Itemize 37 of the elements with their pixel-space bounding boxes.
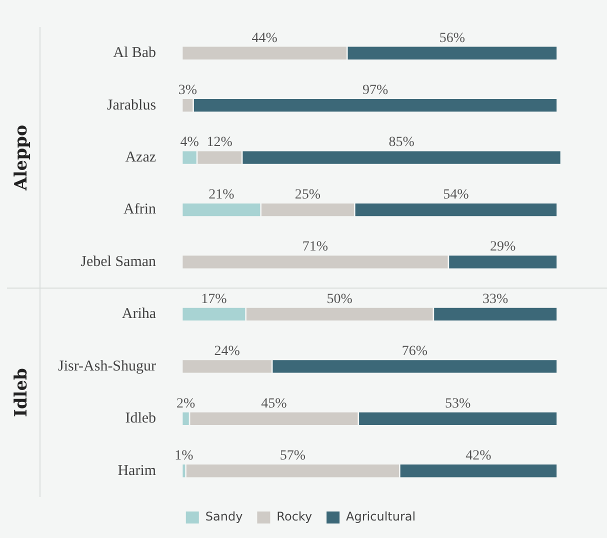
data-label: 24%: [214, 344, 240, 360]
data-label: 71%: [302, 240, 328, 255]
legend-label: Rocky: [276, 510, 312, 524]
y-tick-label: Al Bab: [113, 45, 156, 62]
data-label: 42%: [466, 448, 492, 464]
y-tick-label: Jisr-Ash-Shugur: [58, 358, 156, 374]
data-label: 4%: [180, 135, 200, 150]
data-label: 85%: [388, 135, 415, 150]
legend-label: Agricultural: [346, 510, 416, 524]
data-label: 50%: [326, 292, 353, 307]
y-tick-label: Jarablus: [106, 97, 156, 114]
legend-label: Sandy: [205, 510, 243, 524]
data-label: 44%: [252, 30, 278, 46]
data-label: 57%: [280, 448, 306, 464]
y-tick-label: Ariha: [122, 306, 156, 322]
text: Idleb: [11, 368, 32, 418]
data-label: 21%: [208, 187, 235, 202]
data-label: 76%: [402, 344, 428, 360]
data-label: 45%: [261, 396, 288, 412]
y-tick-label: Idleb: [125, 410, 156, 427]
data-label: 25%: [294, 187, 321, 202]
data-label: 56%: [439, 30, 466, 46]
data-label: 12%: [206, 135, 233, 150]
data-label: 1%: [174, 448, 194, 464]
data-label: 97%: [362, 83, 388, 98]
data-label: 3%: [178, 83, 198, 98]
y-tick-label: Jebel Saman: [80, 254, 157, 270]
data-label: 29%: [490, 240, 516, 255]
text: Aleppo: [11, 124, 32, 192]
data-label: 53%: [444, 396, 471, 412]
data-label: 33%: [482, 292, 508, 307]
data-label: 2%: [176, 396, 196, 412]
y-tick-label: Azaz: [125, 149, 156, 166]
data-label: 54%: [443, 187, 470, 202]
y-tick-label: Afrin: [124, 202, 157, 218]
data-label: 17%: [201, 292, 228, 307]
y-tick-label: Harim: [118, 462, 156, 479]
